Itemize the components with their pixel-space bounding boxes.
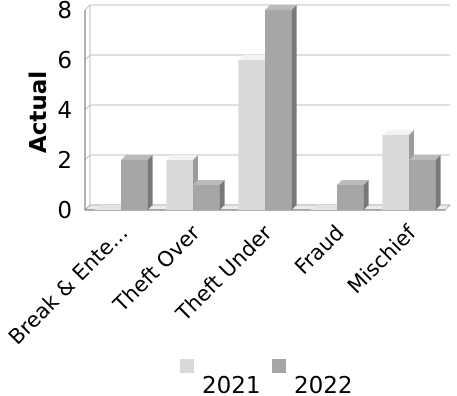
y-tick-label: 8 — [57, 0, 72, 24]
bar — [310, 205, 342, 210]
y-tick-label: 0 — [57, 198, 72, 224]
x-category-label: Break & Ente... — [4, 221, 133, 350]
y-tick-label: 6 — [57, 48, 72, 74]
legend-label: 2021 — [202, 373, 261, 396]
bars — [94, 5, 441, 210]
bar — [409, 155, 441, 210]
legend-item: 2022 — [272, 359, 353, 396]
y-tick-labels: 0 2 4 6 8 — [57, 0, 72, 224]
bar — [265, 5, 297, 210]
bar — [193, 180, 225, 210]
y-tick-label: 2 — [57, 148, 72, 174]
bar — [337, 180, 369, 210]
bar — [94, 205, 126, 210]
legend: 2021 2022 — [180, 359, 353, 396]
x-category-label: Fraud — [290, 221, 348, 279]
legend-label: 2022 — [294, 373, 353, 396]
legend-swatch — [272, 359, 286, 373]
bar — [121, 155, 153, 210]
legend-item: 2021 — [180, 359, 261, 396]
legend-swatch — [180, 359, 194, 373]
x-category-label: Mischief — [343, 220, 421, 298]
y-tick-label: 4 — [57, 98, 72, 124]
y-axis-title: Actual — [26, 71, 52, 153]
